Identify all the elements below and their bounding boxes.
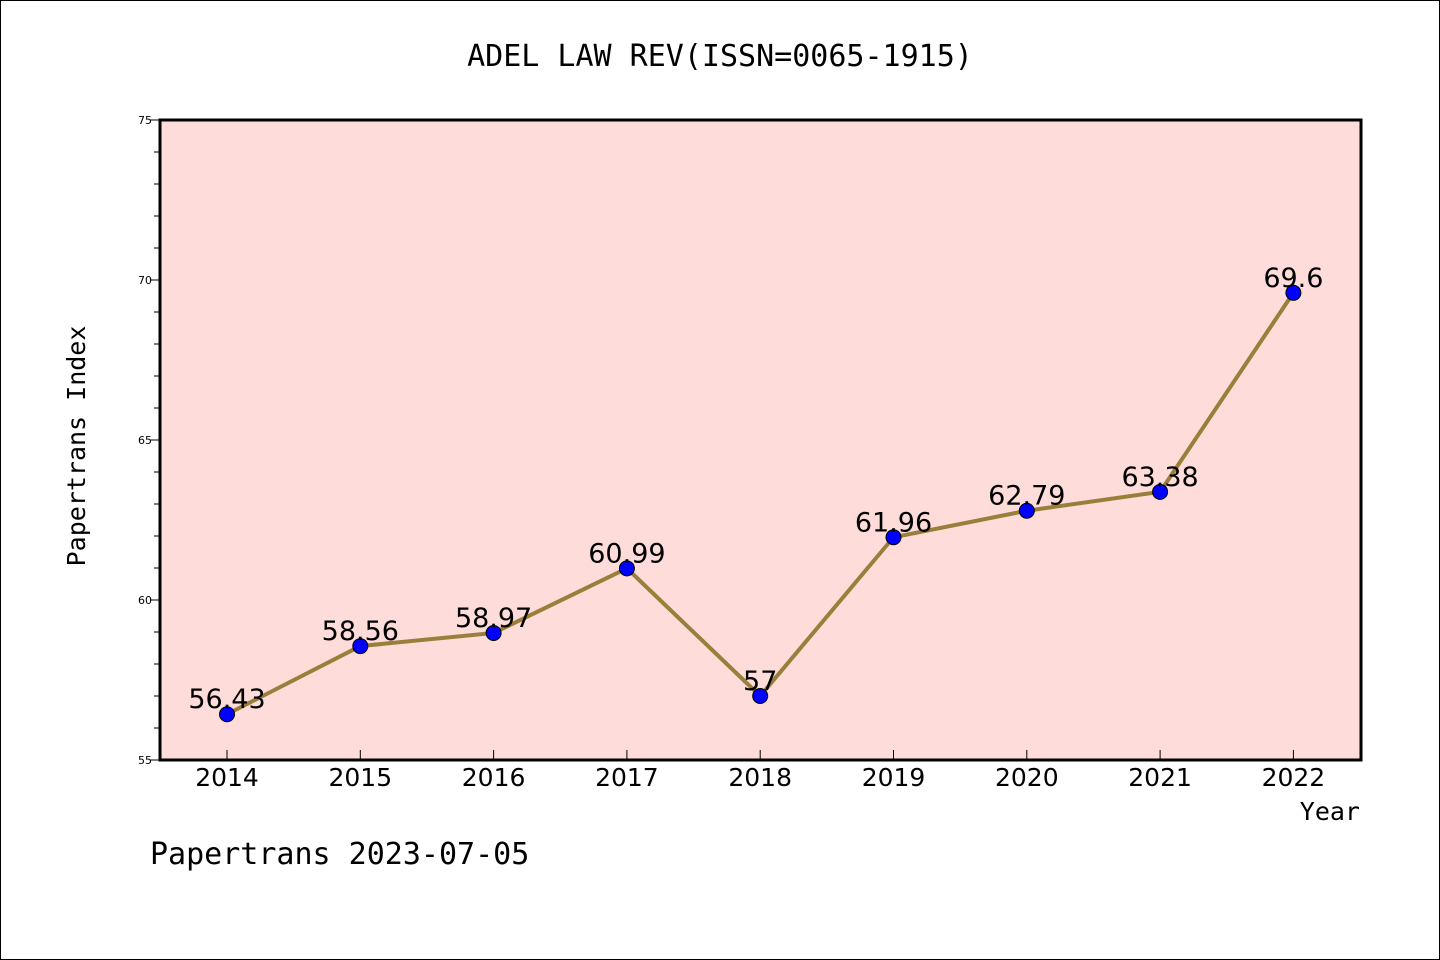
data-label: 69.6 (1263, 263, 1323, 294)
x-tick-label: 2019 (862, 763, 926, 792)
data-label: 57 (743, 666, 777, 697)
data-point (485, 624, 502, 641)
data-label: 63.38 (1121, 462, 1198, 493)
x-tick-label: 2020 (995, 763, 1059, 792)
plot-area (160, 120, 1361, 760)
plot-border (158, 118, 1363, 762)
y-axis-label: Papertrans Index (62, 326, 91, 567)
data-point (1152, 483, 1169, 500)
y-tick-label: 70 (138, 274, 152, 287)
x-tick-label: 2021 (1128, 763, 1192, 792)
x-tick-label: 2018 (728, 763, 792, 792)
y-tick-label: 75 (138, 114, 152, 127)
x-tick-label: 2015 (328, 763, 392, 792)
x-axis-label: Year (1300, 797, 1360, 826)
data-label: 61.96 (855, 507, 932, 538)
data-point (1018, 502, 1035, 519)
x-tick-label: 2014 (195, 763, 259, 792)
footer-text: Papertrans 2023-07-05 (150, 837, 529, 872)
data-point (618, 560, 635, 577)
x-tick-label: 2017 (595, 763, 659, 792)
y-tick-label: 65 (138, 434, 152, 447)
y-tick-label: 55 (138, 754, 152, 767)
y-axis: 55 60 65 70 75 (138, 114, 160, 767)
x-tick-label: 2016 (462, 763, 526, 792)
data-point (219, 706, 235, 723)
x-axis: 2014 2015 2016 2017 2018 2019 2020 2021 2022 (195, 750, 1325, 792)
data-label: 60.99 (588, 538, 665, 569)
point-labels: 56.43 58.56 58.97 60.99 57 61.96 62.79 63.38 69.… (188, 263, 1323, 715)
data-point (1285, 284, 1302, 301)
data-label: 58.56 (322, 616, 399, 647)
data-label: 58.97 (455, 603, 532, 634)
series-markers (219, 284, 1302, 723)
y-tick-label: 60 (138, 594, 152, 607)
data-label: 62.79 (988, 481, 1065, 512)
data-label: 56.43 (188, 684, 265, 715)
data-point (352, 638, 369, 655)
data-point (752, 688, 769, 704)
chart-title: ADEL LAW REV(ISSN=0065-1915) (467, 39, 973, 74)
data-point (885, 529, 902, 546)
x-tick-label: 2022 (1262, 763, 1326, 792)
